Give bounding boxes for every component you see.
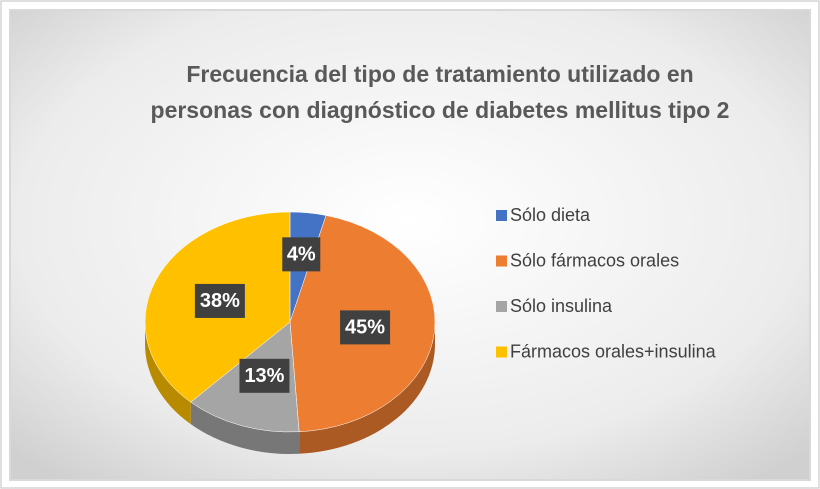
chart-title: personas con diagnóstico de diabetes mel…	[151, 97, 730, 123]
data-label: 45%	[345, 317, 385, 339]
data-label-box	[282, 237, 321, 272]
data-label-box	[239, 358, 290, 393]
legend-label: Fármacos orales+insulina	[510, 341, 717, 361]
data-label: 38%	[200, 290, 240, 312]
legend-label: Sólo insulina	[510, 296, 613, 316]
legend-swatch	[496, 301, 507, 312]
data-label-box	[340, 310, 391, 345]
data-label: 4%	[287, 244, 316, 266]
legend-label: Sólo fármacos orales	[510, 250, 679, 270]
slice-side	[299, 322, 435, 454]
legend-label: Sólo dieta	[510, 205, 591, 225]
data-label-box	[194, 283, 245, 318]
slice-side	[145, 322, 191, 425]
chart-title: Frecuencia del tipo de tratamiento utili…	[186, 61, 693, 87]
data-label: 13%	[244, 365, 284, 387]
legend-swatch	[496, 255, 507, 267]
legend-swatch	[496, 346, 507, 358]
slice-side	[190, 402, 300, 454]
legend-swatch	[496, 210, 507, 221]
